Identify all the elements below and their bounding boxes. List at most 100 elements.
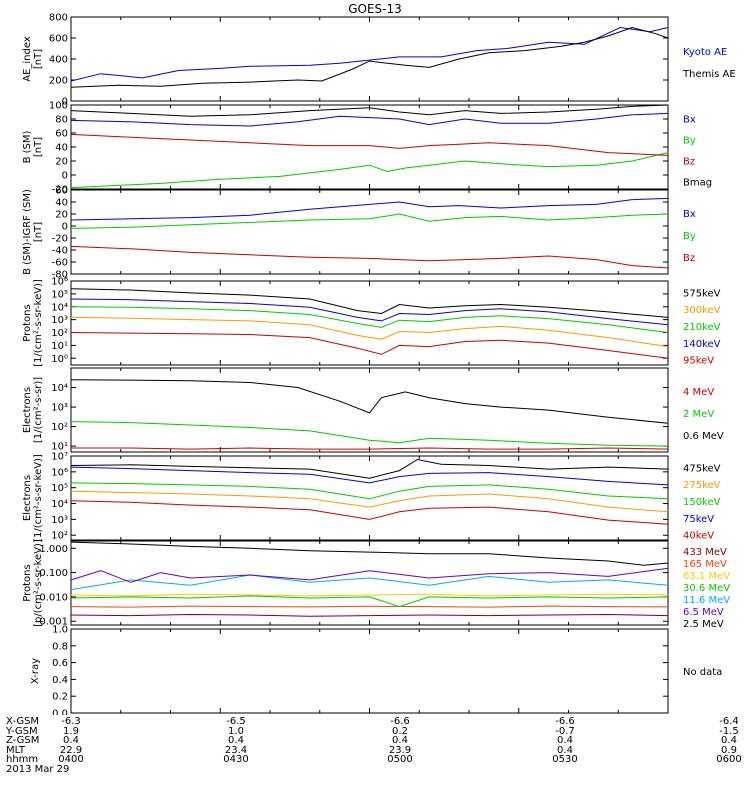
y-axis-label: [nT] [33, 222, 44, 242]
legend-entry: 475keV [683, 463, 721, 474]
series-line-4-mev [71, 447, 669, 450]
footer-row-label: Z-GSM [6, 735, 40, 747]
footer-row-mlt: MLT 22.9 23.4 23.9 0.4 0.9 [6, 744, 746, 756]
y-tick-label: 10³ [51, 515, 68, 526]
y-tick-label: 600 [49, 34, 68, 45]
y-axis-label: Electrons [22, 475, 33, 521]
series-line-433-mev [70, 613, 669, 617]
legend-entry: Kyoto AE [683, 47, 727, 58]
footer-date: 2013 Mar 29 [6, 763, 70, 775]
legend-entry: 40keV [683, 531, 714, 542]
legend-entry: 140keV [683, 339, 721, 350]
legend-entry: 300keV [683, 305, 721, 316]
legend-entry: 275keV [683, 480, 721, 491]
y-axis-label: B (SM) [22, 130, 33, 163]
series-line-by [70, 213, 669, 229]
y-tick-label: 10⁵ [51, 483, 68, 494]
y-tick-label: 10³ [51, 315, 68, 326]
panel-6: 10² 10³ 10⁴ 10⁵ 10⁶ 10⁷ Electrons [1/(cm²-s-sr-… [22, 452, 721, 542]
footer-value: 0.2 [392, 725, 408, 737]
y-tick-label: 10⁶ [51, 467, 68, 478]
y-tick-label: 0.100 [39, 568, 68, 579]
y-tick-label: 1.000 [39, 544, 68, 555]
footer-value: 0.4 [228, 735, 244, 747]
series-line-300kev [70, 316, 669, 348]
footer-value: -6.6 [555, 716, 575, 727]
y-tick-label: 0 [62, 222, 68, 233]
footer-value: 0530 [552, 754, 578, 766]
y-tick-label: 0.8 [52, 641, 68, 652]
series-line-475kev [70, 458, 669, 479]
y-tick-label: 10⁵ [51, 289, 68, 300]
y-tick-label: -20 [52, 234, 68, 245]
y-tick-label: 10³ [51, 403, 68, 414]
legend-entry: By [683, 231, 696, 242]
y-tick-label: -40 [52, 246, 68, 257]
legend-entry: 150keV [683, 497, 721, 508]
y-tick-label: 10⁶ [51, 277, 68, 288]
legend-entry: 30.6 MeV [683, 583, 730, 594]
y-tick-label: 40 [55, 198, 68, 209]
footer-row-label: X-GSM [6, 716, 40, 727]
footer-value: 0430 [223, 754, 249, 766]
y-tick-label: 10⁰ [51, 354, 68, 365]
series-line-63_1-mev [70, 593, 669, 597]
panel-frame [70, 280, 669, 366]
legend-entry: 6.5 MeV [683, 607, 724, 618]
series-line-2-mev [70, 421, 669, 447]
series-line-themis-ae [70, 26, 669, 88]
series-line-210kev [70, 306, 669, 333]
y-axis-label: [p/(cm²-s-sr-keV)] [33, 539, 44, 627]
series-line-140kev [70, 298, 669, 326]
y-axis-label: [nT] [33, 49, 44, 69]
y-tick-label: 0.2 [52, 692, 68, 703]
footer-value: 0.9 [721, 744, 737, 756]
plot-title: GOES-13 [348, 2, 402, 16]
footer-row-label: Y-GSM [6, 725, 38, 737]
legend-entry: Bz [683, 253, 695, 264]
footer-value: -6.4 [719, 716, 739, 727]
y-tick-label: -80 [52, 270, 68, 281]
y-tick-label: 10¹ [51, 442, 68, 453]
y-tick-label: 400 [49, 55, 68, 66]
y-tick-label: 10⁴ [51, 302, 68, 313]
legend-entry: Themis AE [682, 69, 736, 80]
footer-row-label: MLT [6, 744, 25, 756]
series-line-30_6-mev [70, 595, 669, 608]
y-tick-label: 800 [49, 13, 68, 24]
footer-value: 0.4 [557, 735, 573, 747]
legend-entry: Bx [683, 115, 696, 126]
panel-1: 0 200 400 600 800 AE_index [nT] Kyoto AE Themis … [22, 13, 736, 108]
panel-frame [70, 16, 669, 102]
legend-entry: 4 MeV [683, 387, 714, 398]
series-line-bmag [70, 104, 669, 117]
series-line-bz [70, 245, 669, 269]
footer-row-z-gsm: Z-GSM 0.4 0.4 0.4 0.4 0.4 [6, 736, 746, 746]
y-tick-label: 0.4 [52, 675, 68, 686]
legend-entry: 95keV [683, 356, 714, 367]
legend-entry: Bz [683, 157, 695, 168]
series-line-kyoto-ae [70, 26, 669, 82]
y-axis-label: [1/(cm²-s-sr-keV)] [33, 454, 44, 542]
y-axis-label: [nT] [33, 137, 44, 157]
y-tick-label: 100 [49, 101, 68, 112]
y-tick-label: 10¹ [51, 341, 68, 352]
legend-entry: Bmag [683, 178, 712, 189]
series-line-150kev [70, 482, 669, 500]
y-tick-label: -60 [52, 258, 68, 269]
no-data-note: No data [683, 667, 722, 678]
legend-entry: 75keV [683, 514, 714, 525]
footer-value: 0.4 [557, 744, 573, 756]
footer-value: 0600 [716, 754, 742, 766]
footer-value: 1.9 [63, 725, 79, 737]
y-tick-label: 20 [55, 157, 68, 168]
y-tick-label: 1.0 [52, 625, 68, 636]
series-line-275kev [70, 490, 669, 513]
series-line-2_5-mev [70, 541, 669, 566]
legend-entry: 165 MeV [683, 559, 727, 570]
y-axis-label: Protons [22, 304, 33, 341]
legend-entry: 11.6 MeV [683, 595, 730, 606]
